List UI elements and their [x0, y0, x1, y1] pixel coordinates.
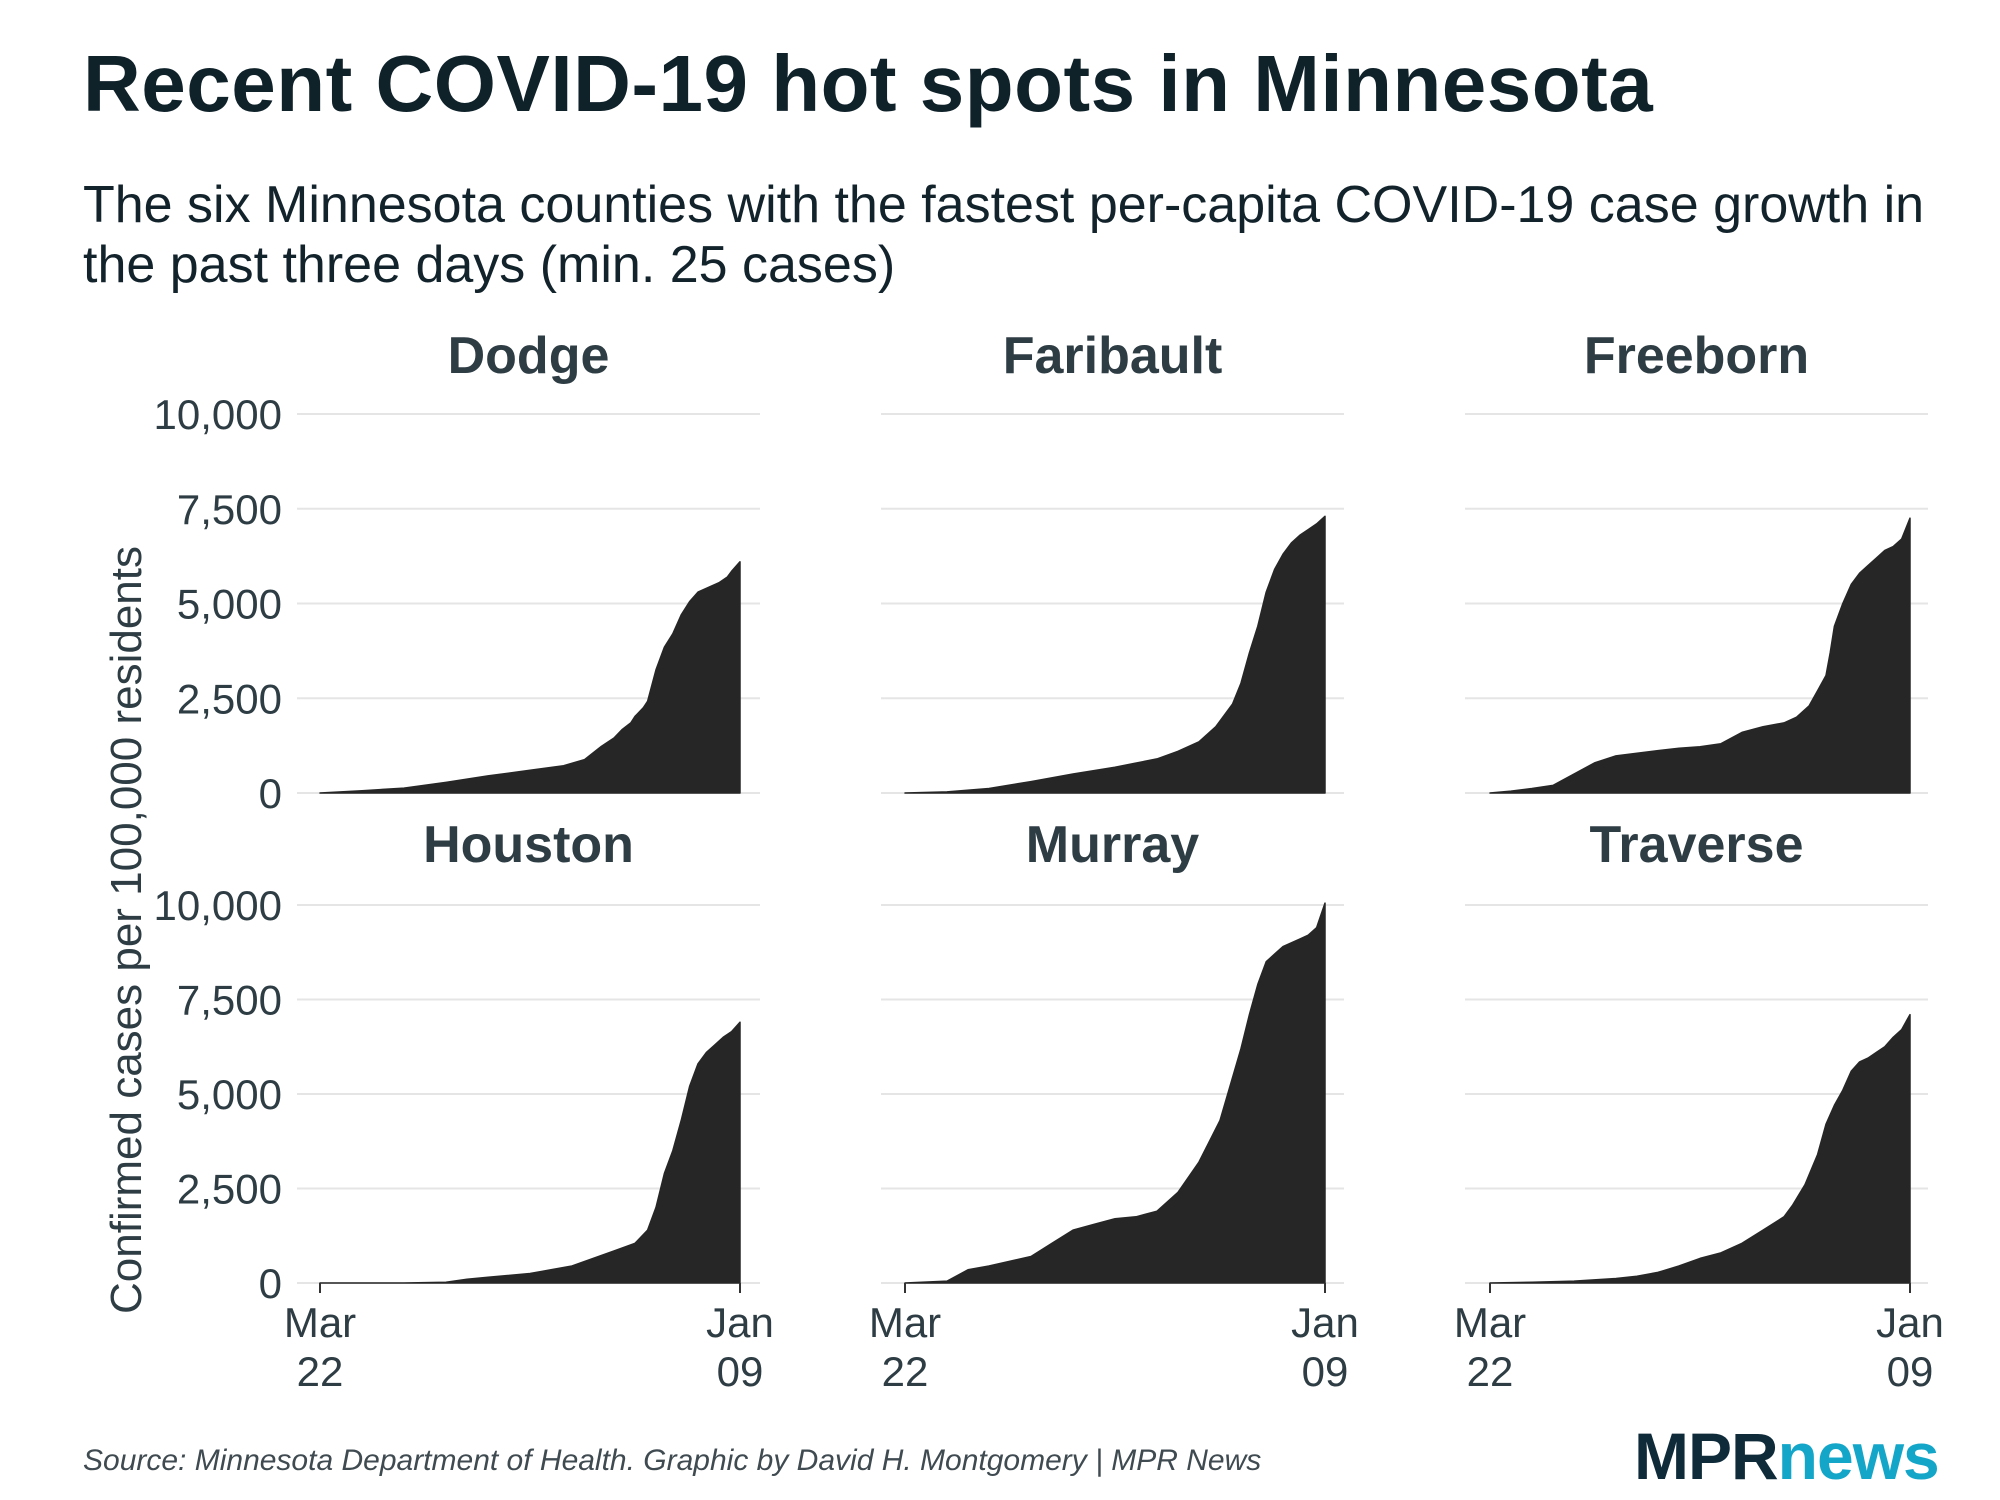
x-tick-label-murray-0-month: Mar	[869, 1299, 941, 1346]
panel-title-traverse: Traverse	[1590, 816, 1804, 874]
x-tick-label-houston-1-month: Jan	[706, 1299, 774, 1346]
chart-subtitle: The six Minnesota counties with the fast…	[83, 176, 1925, 294]
area-series-freeborn	[1489, 517, 1911, 794]
y-tick-label-row1-7500: 7,500	[177, 486, 282, 533]
panel-title-murray: Murray	[1026, 816, 1199, 874]
y-tick-label-row1-10000: 10,000	[154, 391, 282, 438]
x-tick-label-houston-0-month: Mar	[284, 1299, 356, 1346]
source-note: Source: Minnesota Department of Health. …	[83, 1444, 1262, 1477]
y-tick-label-row1-2500: 2,500	[177, 675, 282, 722]
area-series-murray	[904, 902, 1326, 1284]
panel-title-dodge: Dodge	[448, 327, 610, 385]
y-tick-label-row1-5000: 5,000	[177, 581, 282, 628]
x-tick-label-traverse-0-day: 22	[1467, 1348, 1514, 1395]
panel-title-freeborn: Freeborn	[1584, 327, 1809, 385]
panel-title-faribault: Faribault	[1003, 327, 1223, 385]
y-tick-label-row2-2500: 2,500	[177, 1166, 282, 1213]
x-tick-label-murray-1-month: Jan	[1291, 1299, 1359, 1346]
x-tick-label-traverse-1-day: 09	[1887, 1348, 1934, 1395]
x-tick-label-houston-1-day: 09	[717, 1348, 764, 1395]
area-series-dodge	[319, 561, 741, 794]
chart-title: Recent COVID-19 hot spots in Minnesota	[83, 39, 1654, 128]
y-tick-label-row2-7500: 7,500	[177, 977, 282, 1024]
area-series-faribault	[904, 515, 1326, 794]
panel-title-houston: Houston	[423, 816, 634, 874]
mpr-news-logo: MPRnews	[1634, 1418, 1940, 1494]
y-tick-label-row2-5000: 5,000	[177, 1071, 282, 1118]
x-tick-label-traverse-1-month: Jan	[1876, 1299, 1944, 1346]
y-tick-label-row1-0: 0	[259, 770, 282, 817]
x-tick-label-traverse-0-month: Mar	[1454, 1299, 1526, 1346]
y-tick-label-row2-0: 0	[259, 1260, 282, 1307]
logo-mpr-text: MPR	[1634, 1419, 1779, 1493]
logo-news-text: news	[1777, 1419, 1940, 1493]
x-tick-label-murray-1-day: 09	[1302, 1348, 1349, 1395]
x-tick-label-murray-0-day: 22	[882, 1348, 929, 1395]
area-series-houston	[319, 1021, 741, 1284]
y-tick-label-row2-10000: 10,000	[154, 882, 282, 929]
small-multiples-chart: 0 2,500 5,000 7,500 10,000 Dodge Faribault Free…	[154, 327, 1944, 1395]
area-series-traverse	[1489, 1013, 1911, 1284]
x-tick-label-houston-0-day: 22	[297, 1348, 344, 1395]
